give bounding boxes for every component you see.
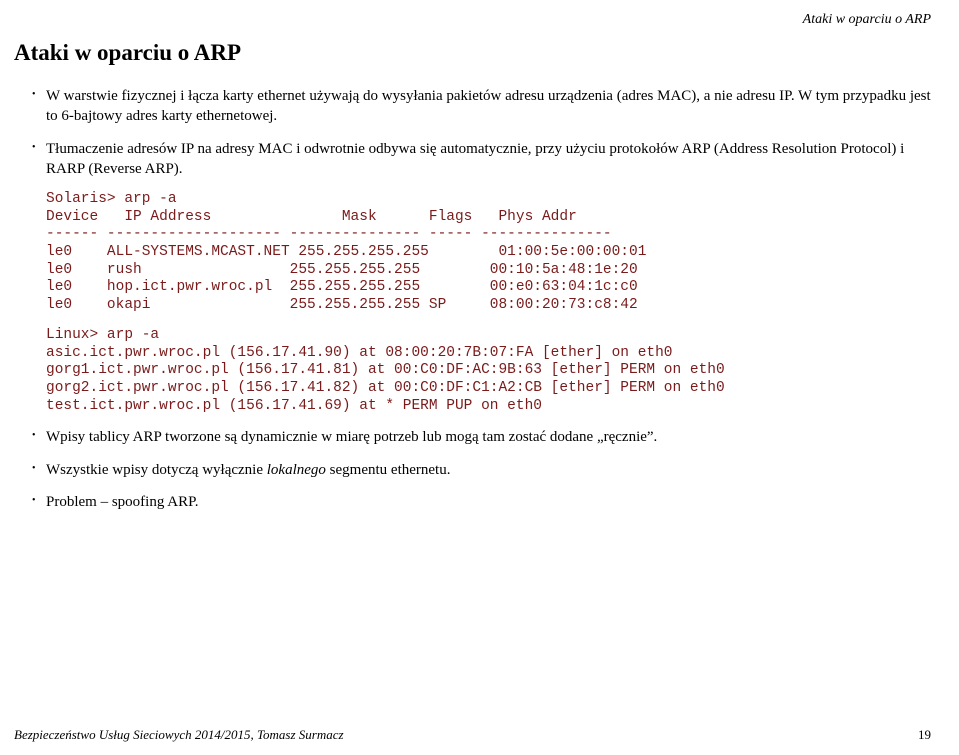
running-title: Ataki w oparciu o ARP — [14, 12, 931, 28]
page-title: Ataki w oparciu o ARP — [14, 40, 931, 66]
code-block-linux: Linux> arp -a asic.ict.pwr.wroc.pl (156.… — [46, 327, 931, 415]
bullet-item: Tłumaczenie adresów IP na adresy MAC i o… — [32, 139, 931, 180]
bullet-list-bottom: Wpisy tablicy ARP tworzone są dynamiczni… — [14, 427, 931, 512]
page-footer: Bezpieczeństwo Usług Sieciowych 2014/201… — [14, 727, 931, 743]
bullet-text-fragment: segmentu ethernetu. — [326, 462, 451, 478]
bullet-item: Wpisy tablicy ARP tworzone są dynamiczni… — [32, 427, 931, 447]
page: Ataki w oparciu o ARP Ataki w oparciu o … — [0, 0, 959, 512]
bullet-text-fragment: Wszystkie wpisy dotyczą wyłącznie — [46, 462, 267, 478]
bullet-item: W warstwie fizycznej i łącza karty ether… — [32, 86, 931, 127]
bullet-italic-fragment: lokalnego — [267, 462, 326, 478]
bullet-item: Wszystkie wpisy dotyczą wyłącznie lokaln… — [32, 460, 931, 480]
code-block-solaris: Solaris> arp -a Device IP Address Mask F… — [46, 191, 931, 315]
page-number: 19 — [918, 727, 931, 743]
footer-left: Bezpieczeństwo Usług Sieciowych 2014/201… — [14, 727, 344, 743]
bullet-item: Problem – spoofing ARP. — [32, 492, 931, 512]
bullet-list-top: W warstwie fizycznej i łącza karty ether… — [14, 86, 931, 179]
